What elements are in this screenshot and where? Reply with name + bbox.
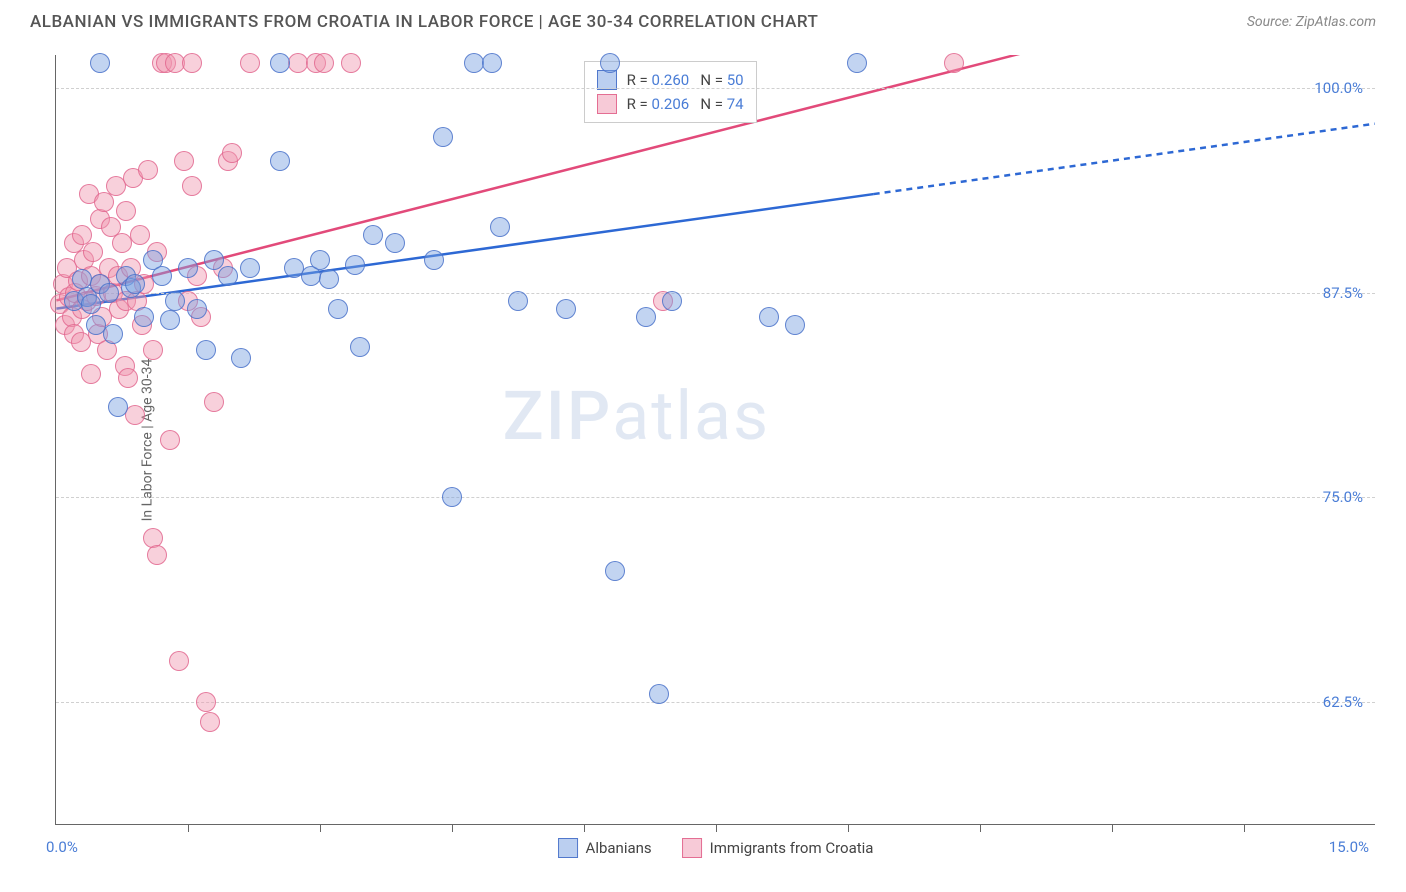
y-tick-label: 62.5% bbox=[1323, 693, 1363, 711]
scatter-point bbox=[125, 405, 145, 425]
scatter-point bbox=[222, 143, 242, 163]
scatter-point bbox=[363, 225, 383, 245]
scatter-point bbox=[200, 712, 220, 732]
scatter-point bbox=[130, 225, 150, 245]
scatter-point bbox=[138, 160, 158, 180]
scatter-point bbox=[605, 561, 625, 581]
scatter-point bbox=[196, 692, 216, 712]
scatter-point bbox=[204, 392, 224, 412]
legend-label: Immigrants from Croatia bbox=[710, 839, 874, 857]
x-axis-min: 0.0% bbox=[46, 838, 78, 856]
legend-swatch bbox=[558, 838, 578, 858]
scatter-point bbox=[116, 201, 136, 221]
scatter-point bbox=[165, 291, 185, 311]
scatter-point bbox=[345, 255, 365, 275]
y-tick-label: 87.5% bbox=[1323, 284, 1363, 302]
gridline bbox=[56, 497, 1375, 498]
scatter-point bbox=[169, 651, 189, 671]
scatter-point bbox=[636, 307, 656, 327]
stats-row: R = 0.206 N = 74 bbox=[597, 92, 744, 116]
x-tick bbox=[1244, 824, 1245, 832]
scatter-point bbox=[187, 299, 207, 319]
scatter-point bbox=[147, 545, 167, 565]
scatter-point bbox=[314, 53, 334, 73]
scatter-point bbox=[662, 291, 682, 311]
scatter-point bbox=[270, 53, 290, 73]
scatter-point bbox=[174, 151, 194, 171]
legend-item: Albanians bbox=[558, 838, 652, 858]
gridline bbox=[56, 88, 1375, 89]
trend-lines bbox=[56, 55, 1375, 824]
scatter-point bbox=[328, 299, 348, 319]
scatter-point bbox=[143, 340, 163, 360]
series-swatch bbox=[597, 94, 617, 114]
scatter-point bbox=[600, 53, 620, 73]
scatter-point bbox=[424, 250, 444, 270]
scatter-point bbox=[482, 53, 502, 73]
scatter-point bbox=[759, 307, 779, 327]
x-tick bbox=[452, 824, 453, 832]
chart-plot-area: In Labor Force | Age 30-34 ZIPatlas R = … bbox=[55, 55, 1375, 825]
scatter-point bbox=[178, 258, 198, 278]
legend: Albanians Immigrants from Croatia bbox=[558, 838, 874, 858]
y-tick-label: 75.0% bbox=[1323, 488, 1363, 506]
scatter-point bbox=[649, 684, 669, 704]
legend-item: Immigrants from Croatia bbox=[682, 838, 874, 858]
scatter-point bbox=[944, 53, 964, 73]
scatter-point bbox=[270, 151, 290, 171]
scatter-point bbox=[81, 294, 101, 314]
scatter-point bbox=[182, 176, 202, 196]
scatter-point bbox=[160, 430, 180, 450]
scatter-point bbox=[341, 53, 361, 73]
y-tick-label: 100.0% bbox=[1314, 79, 1363, 97]
x-tick bbox=[188, 824, 189, 832]
scatter-point bbox=[160, 310, 180, 330]
scatter-point bbox=[433, 127, 453, 147]
scatter-point bbox=[490, 217, 510, 237]
x-tick bbox=[584, 824, 585, 832]
scatter-point bbox=[847, 53, 867, 73]
x-tick bbox=[1112, 824, 1113, 832]
scatter-point bbox=[240, 258, 260, 278]
x-tick bbox=[848, 824, 849, 832]
scatter-point bbox=[99, 283, 119, 303]
scatter-point bbox=[118, 368, 138, 388]
scatter-point bbox=[90, 53, 110, 73]
scatter-point bbox=[350, 337, 370, 357]
chart-title: ALBANIAN VS IMMIGRANTS FROM CROATIA IN L… bbox=[30, 12, 818, 32]
legend-label: Albanians bbox=[586, 839, 652, 857]
scatter-point bbox=[108, 397, 128, 417]
scatter-point bbox=[182, 53, 202, 73]
scatter-point bbox=[125, 274, 145, 294]
scatter-point bbox=[385, 233, 405, 253]
scatter-point bbox=[231, 348, 251, 368]
legend-swatch bbox=[682, 838, 702, 858]
scatter-point bbox=[785, 315, 805, 335]
scatter-point bbox=[310, 250, 330, 270]
watermark: ZIPatlas bbox=[503, 376, 771, 456]
chart-source: Source: ZipAtlas.com bbox=[1247, 14, 1376, 30]
x-tick bbox=[980, 824, 981, 832]
scatter-point bbox=[319, 269, 339, 289]
scatter-point bbox=[81, 364, 101, 384]
scatter-point bbox=[556, 299, 576, 319]
scatter-point bbox=[442, 487, 462, 507]
gridline bbox=[56, 702, 1375, 703]
scatter-point bbox=[134, 307, 154, 327]
scatter-point bbox=[196, 340, 216, 360]
scatter-point bbox=[240, 53, 260, 73]
gridline bbox=[56, 293, 1375, 294]
scatter-point bbox=[508, 291, 528, 311]
x-tick bbox=[716, 824, 717, 832]
scatter-point bbox=[218, 266, 238, 286]
x-axis-max: 15.0% bbox=[1329, 838, 1369, 856]
scatter-point bbox=[103, 324, 123, 344]
x-tick bbox=[320, 824, 321, 832]
scatter-point bbox=[83, 242, 103, 262]
scatter-point bbox=[152, 266, 172, 286]
